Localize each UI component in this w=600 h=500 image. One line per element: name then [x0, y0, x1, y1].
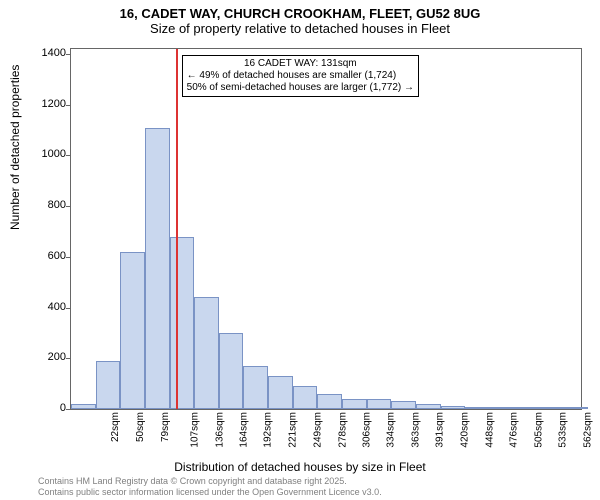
x-tick-label: 533sqm — [558, 412, 569, 448]
footer-line-2: Contains public sector information licen… — [38, 487, 382, 498]
histogram-bar — [564, 407, 589, 409]
histogram-bar — [465, 407, 490, 409]
chart-container: 16, CADET WAY, CHURCH CROOKHAM, FLEET, G… — [0, 0, 600, 500]
histogram-bar — [268, 376, 293, 409]
x-tick-label: 136sqm — [214, 412, 225, 448]
y-tick-mark — [66, 206, 71, 207]
y-tick-label: 600 — [48, 250, 66, 262]
histogram-bar — [514, 407, 539, 409]
histogram-bar — [145, 128, 170, 409]
x-tick-label: 278sqm — [337, 412, 348, 448]
x-tick-label: 391sqm — [435, 412, 446, 448]
annotation-line-1: ← 49% of detached houses are smaller (1,… — [187, 70, 414, 82]
histogram-bar — [243, 366, 268, 409]
histogram-bar — [342, 399, 367, 409]
title-line-2: Size of property relative to detached ho… — [0, 21, 600, 36]
footer-credits: Contains HM Land Registry data © Crown c… — [38, 476, 382, 498]
x-tick-label: 334sqm — [386, 412, 397, 448]
x-tick-label: 420sqm — [460, 412, 471, 448]
histogram-bar — [441, 406, 466, 409]
histogram-bar — [416, 404, 441, 409]
y-tick-label: 1200 — [42, 98, 66, 110]
histogram-bar — [539, 407, 564, 409]
histogram-bar — [391, 401, 416, 409]
histogram-bar — [194, 297, 219, 409]
x-tick-label: 107sqm — [189, 412, 200, 448]
y-tick-mark — [66, 155, 71, 156]
histogram-bar — [71, 404, 96, 409]
y-tick-label: 800 — [48, 199, 66, 211]
y-tick-mark — [66, 308, 71, 309]
x-tick-label: 363sqm — [411, 412, 422, 448]
x-tick-label: 164sqm — [239, 412, 250, 448]
y-tick-label: 0 — [60, 402, 66, 414]
y-tick-mark — [66, 358, 71, 359]
annotation-box: 16 CADET WAY: 131sqm← 49% of detached ho… — [182, 55, 419, 97]
reference-line — [176, 49, 178, 409]
x-tick-label: 306sqm — [361, 412, 372, 448]
plot-area: 16 CADET WAY: 131sqm← 49% of detached ho… — [70, 48, 582, 410]
annotation-line-2: 50% of semi-detached houses are larger (… — [187, 82, 414, 94]
histogram-bar — [490, 407, 515, 409]
x-tick-label: 50sqm — [135, 412, 146, 442]
y-tick-label: 200 — [48, 351, 66, 363]
y-tick-mark — [66, 257, 71, 258]
x-tick-label: 448sqm — [484, 412, 495, 448]
x-tick-label: 221sqm — [288, 412, 299, 448]
y-tick-label: 1400 — [42, 47, 66, 59]
histogram-bar — [317, 394, 342, 409]
y-tick-mark — [66, 105, 71, 106]
y-tick-mark — [66, 409, 71, 410]
histogram-bar — [219, 333, 244, 409]
x-tick-label: 79sqm — [160, 412, 171, 442]
annotation-title: 16 CADET WAY: 131sqm — [187, 58, 414, 70]
histogram-bar — [96, 361, 121, 409]
y-tick-mark — [66, 54, 71, 55]
title-block: 16, CADET WAY, CHURCH CROOKHAM, FLEET, G… — [0, 0, 600, 36]
y-tick-label: 400 — [48, 301, 66, 313]
x-tick-label: 22sqm — [110, 412, 121, 442]
histogram-bar — [293, 386, 318, 409]
x-axis-label: Distribution of detached houses by size … — [0, 460, 600, 474]
x-tick-label: 476sqm — [508, 412, 519, 448]
x-tick-label: 562sqm — [583, 412, 594, 448]
histogram-bar — [120, 252, 145, 409]
x-tick-label: 249sqm — [312, 412, 323, 448]
histogram-bar — [170, 237, 195, 409]
x-tick-label: 192sqm — [263, 412, 274, 448]
footer-line-1: Contains HM Land Registry data © Crown c… — [38, 476, 382, 487]
y-axis-label: Number of detached properties — [8, 65, 22, 230]
x-tick-label: 505sqm — [533, 412, 544, 448]
title-line-1: 16, CADET WAY, CHURCH CROOKHAM, FLEET, G… — [0, 6, 600, 21]
y-tick-label: 1000 — [42, 148, 66, 160]
histogram-bar — [367, 399, 392, 409]
